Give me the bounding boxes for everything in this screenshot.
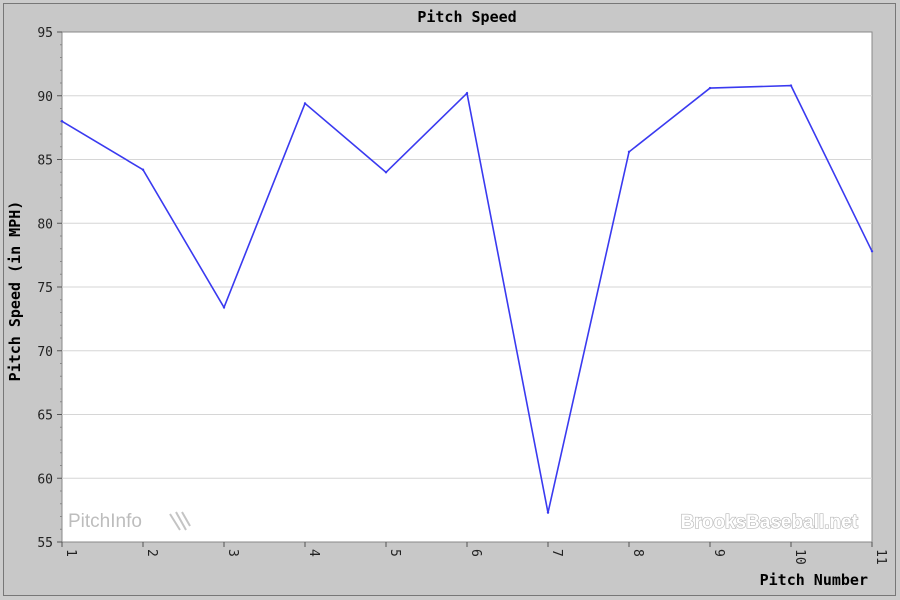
pitchinfo-logo-icon bbox=[169, 511, 191, 531]
x-tick-label-4: 4 bbox=[306, 549, 321, 557]
data-point-7 bbox=[546, 511, 550, 514]
data-point-11 bbox=[870, 250, 874, 253]
y-tick-label-65: 65 bbox=[37, 409, 53, 424]
tick-marks bbox=[57, 31, 873, 547]
pitchinfo-logo-stroke bbox=[169, 513, 181, 531]
x-tick-label-5: 5 bbox=[387, 549, 402, 557]
y-tick-label-55: 55 bbox=[37, 536, 53, 551]
x-tick-label-1: 1 bbox=[63, 549, 78, 557]
x-tick-label-3: 3 bbox=[225, 549, 240, 557]
data-point-5 bbox=[384, 171, 388, 174]
data-point-6 bbox=[465, 92, 469, 95]
pitchinfo-watermark: PitchInfo bbox=[68, 511, 142, 532]
y-tick-label-85: 85 bbox=[37, 154, 53, 169]
x-tick-label-6: 6 bbox=[468, 549, 483, 557]
data-point-10 bbox=[789, 84, 793, 87]
data-point-3 bbox=[222, 306, 226, 309]
pitchinfo-logo-stroke bbox=[175, 511, 187, 531]
pitchinfo-logo-stroke bbox=[181, 511, 191, 527]
y-tick-label-60: 60 bbox=[37, 472, 53, 487]
y-tick-label-75: 75 bbox=[37, 281, 53, 296]
x-tick-label-10: 10 bbox=[792, 549, 807, 565]
data-point-4 bbox=[303, 102, 307, 105]
data-point-1 bbox=[60, 120, 64, 123]
y-tick-labels: 55 60 65 70 75 80 85 90 95 bbox=[37, 26, 53, 551]
data-point-2 bbox=[141, 168, 145, 171]
x-tick-label-7: 7 bbox=[549, 549, 564, 557]
x-axis-label: Pitch Number bbox=[760, 571, 868, 589]
y-axis-label: Pitch Speed (in MPH) bbox=[6, 201, 24, 382]
y-tick-label-90: 90 bbox=[37, 90, 53, 105]
y-tick-label-70: 70 bbox=[37, 345, 53, 360]
x-tick-label-11: 11 bbox=[873, 549, 888, 565]
x-tick-label-9: 9 bbox=[711, 549, 726, 557]
x-tick-label-8: 8 bbox=[630, 549, 645, 557]
data-point-9 bbox=[708, 86, 712, 90]
data-points bbox=[60, 84, 874, 514]
y-tick-label-80: 80 bbox=[37, 217, 53, 232]
data-point-8 bbox=[627, 150, 631, 154]
x-tick-label-2: 2 bbox=[144, 549, 159, 557]
y-tick-label-95: 95 bbox=[37, 26, 53, 41]
chart-title: Pitch Speed bbox=[417, 8, 516, 26]
x-tick-labels: 1 2 3 4 5 6 7 8 9 10 11 bbox=[63, 549, 888, 565]
brooksbaseball-watermark: BrooksBaseball.net bbox=[681, 512, 859, 533]
